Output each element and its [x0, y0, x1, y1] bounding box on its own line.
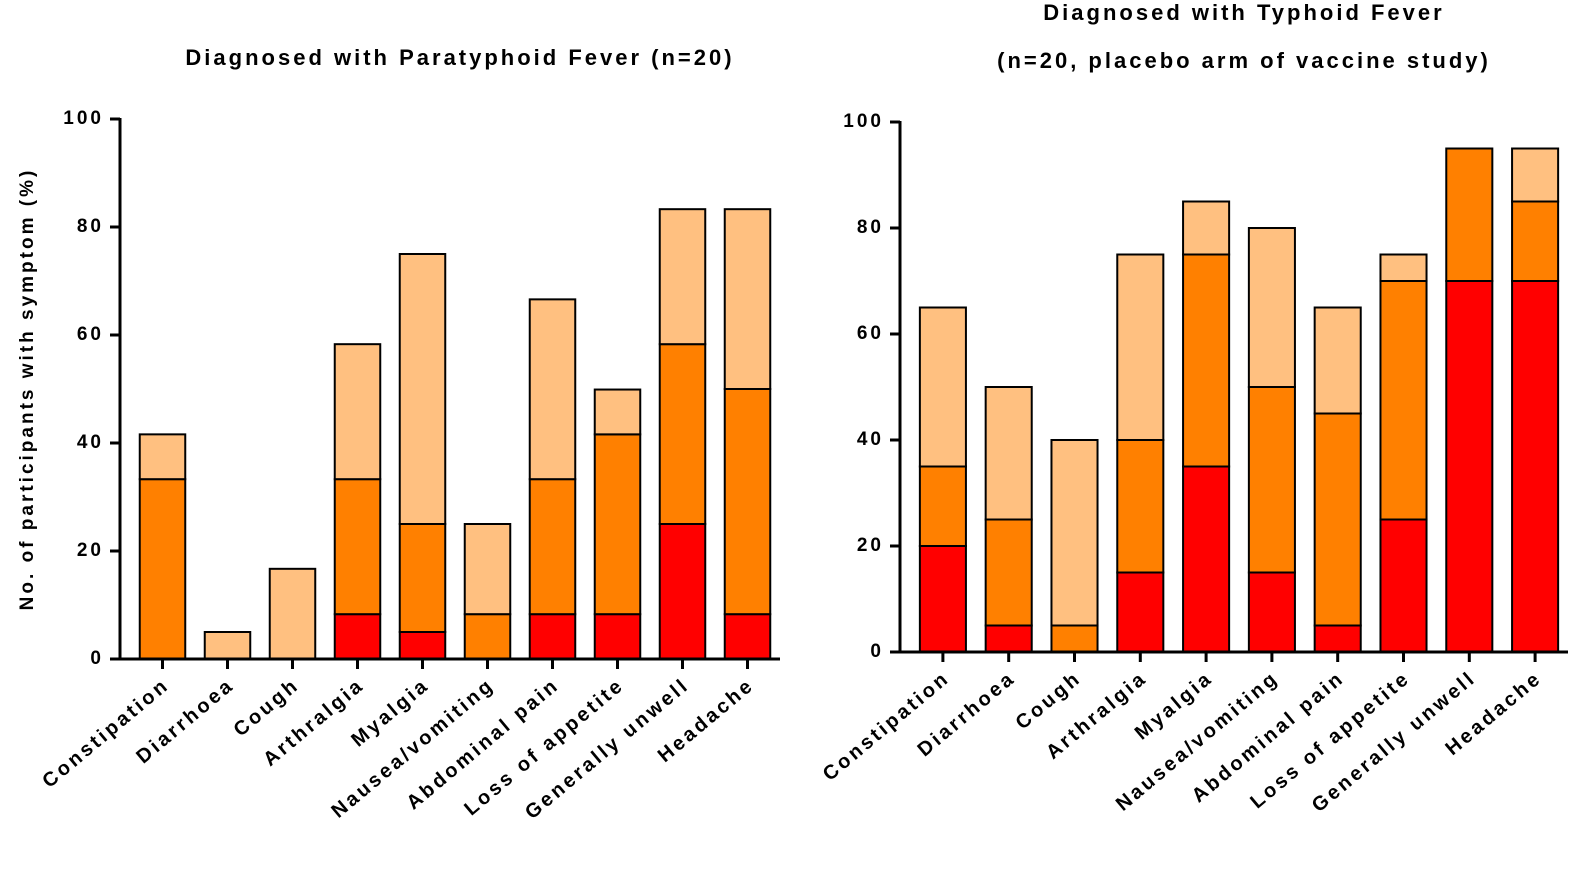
- bar-segment: [984, 624, 1033, 653]
- bar-segment: [1511, 147, 1560, 203]
- bar-segment: [1511, 280, 1560, 653]
- bar-segment: [1247, 571, 1296, 653]
- bar-segment: [658, 208, 707, 346]
- bar-segment: [723, 208, 772, 390]
- bar-segment: [138, 478, 187, 660]
- bar-segment: [1313, 306, 1362, 415]
- bar-segment: [528, 298, 577, 481]
- bar-segment: [723, 613, 772, 660]
- bar-segment: [593, 433, 642, 616]
- bar-segment: [918, 465, 967, 547]
- bar-segment: [1116, 253, 1165, 441]
- bar-segment: [984, 386, 1033, 521]
- y-tick-label: 40: [77, 432, 104, 453]
- bar-segment: [1182, 465, 1231, 653]
- y-tick-label: 60: [77, 324, 104, 345]
- bar-segment: [333, 613, 382, 660]
- bar-segment: [1182, 200, 1231, 256]
- bar-segment: [463, 613, 512, 660]
- chart-title: Diagnosed with Typhoid Fever: [1043, 0, 1444, 25]
- y-tick-label: 100: [843, 111, 884, 132]
- chart-title: Diagnosed with Paratyphoid Fever (n=20): [185, 45, 734, 70]
- bar-segment: [268, 567, 317, 661]
- y-tick-label: 100: [63, 108, 104, 129]
- bar-segment: [398, 631, 447, 660]
- bar-segment: [984, 518, 1033, 627]
- bar-segment: [398, 523, 447, 633]
- bar-segment: [1182, 253, 1231, 468]
- y-tick-label: 80: [857, 217, 884, 238]
- y-tick-label: 40: [857, 429, 884, 450]
- bar-segment: [528, 613, 577, 660]
- bar-segment: [593, 388, 642, 436]
- bar-segment: [593, 613, 642, 660]
- bar-segment: [1050, 624, 1099, 653]
- bar-segment: [333, 343, 382, 481]
- bar-segment: [1379, 280, 1428, 521]
- bar-segment: [1247, 227, 1296, 388]
- bar-segment: [1313, 624, 1362, 653]
- y-tick-label: 20: [857, 535, 884, 556]
- bar-segment: [333, 478, 382, 616]
- bar-segment: [398, 253, 447, 525]
- y-tick-label: 60: [857, 323, 884, 344]
- bar-segment: [1445, 147, 1494, 282]
- bar-segment: [463, 523, 512, 616]
- chart-title: (n=20, placebo arm of vaccine study): [997, 48, 1491, 73]
- y-tick-label: 80: [77, 216, 104, 237]
- y-axis-label: No. of participants with symptom (%): [17, 168, 38, 611]
- bar-segment: [658, 523, 707, 660]
- bar-segment: [1247, 386, 1296, 574]
- bar-segment: [1379, 518, 1428, 653]
- bar-segment: [1445, 280, 1494, 653]
- bar-segment: [1050, 439, 1099, 627]
- y-tick-label: 20: [77, 540, 104, 561]
- bar-segment: [918, 545, 967, 653]
- bar-segment: [658, 343, 707, 525]
- bar-segment: [1379, 253, 1428, 282]
- bar-segment: [1116, 571, 1165, 653]
- bar-segment: [723, 388, 772, 616]
- bar-segment: [1116, 439, 1165, 574]
- bar-segment: [1313, 412, 1362, 627]
- bar-segment: [138, 433, 187, 481]
- bar-segment: [203, 631, 252, 660]
- y-tick-label: 0: [90, 648, 104, 669]
- bar-segment: [528, 478, 577, 616]
- bar-segment: [1511, 200, 1560, 282]
- bar-segment: [918, 306, 967, 468]
- y-tick-label: 0: [870, 641, 884, 662]
